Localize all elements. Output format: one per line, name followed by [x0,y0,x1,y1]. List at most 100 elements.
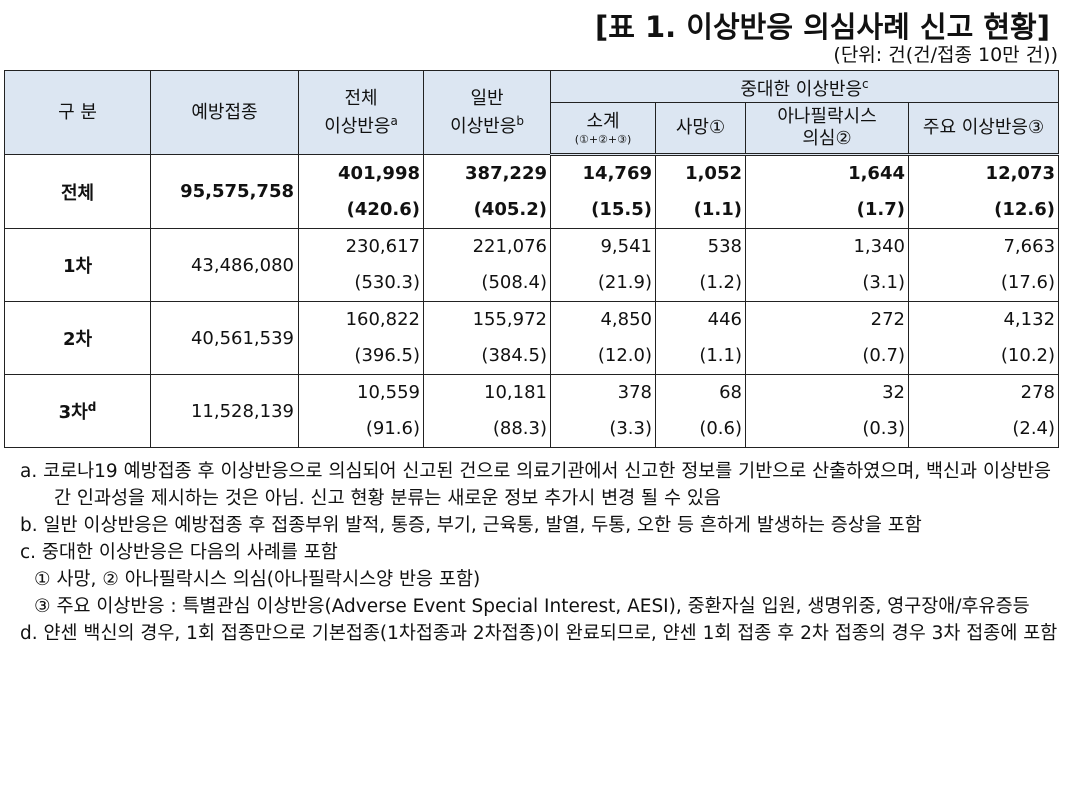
value-cell: 14,769 (15.5) [550,154,656,229]
case-count: 68 [719,382,742,403]
value-cell: 10,181 (88.3) [423,374,551,448]
footnote: ① 사망, ② 아나필락시스 의심(아나필락시스양 반응 포함) [34,569,481,590]
rate-per-100k: (0.3) [862,418,905,439]
data-row: 3차d 11,528,139 10,559 (91.6) 10,181 (88.3) 378… [4,374,1060,448]
report-table: 구 분 예방접종 전체 이상반응a 일반 이상반응b 중대한 이상반응c 소계 (①+②+③) 사… [4,70,1060,448]
case-count: 10,559 [357,382,420,403]
case-count: 7,663 [1003,236,1056,257]
group-header: 중대한 이상반응c [549,70,1060,103]
value-cell: 1,340 (3.1) [745,228,909,302]
header-cell: 주요 이상반응③ [907,102,1060,156]
header-text: 의심② [802,128,852,149]
value-cell: 68 (0.6) [655,374,746,448]
rate-per-100k: (2.4) [1012,418,1056,439]
value-cell: 160,822 (396.5) [298,301,424,375]
row-label-superscript: d [87,400,97,414]
rate-per-100k: (1.2) [699,272,742,293]
data-row: 2차 40,561,539 160,822 (396.5) 155,972 (384.5)… [4,301,1060,375]
rate-per-100k: (91.6) [365,418,420,439]
header-row: 소계 (①+②+③) 사망① 아나필락시스 의심② 주요 이상반응③ [5,102,1060,156]
case-count: 446 [707,309,742,330]
value-cell: 401,998 (420.6) [298,154,424,229]
footnote: d. 얀센 백신의 경우, 1회 접종만으로 기본접종(1차접종과 2차접종)이… [20,623,1058,644]
value-cell: 1,052 (1.1) [655,154,746,229]
case-count: 1,340 [853,236,905,257]
header-subtext: (①+②+③) [574,132,632,146]
value-cell: 538 (1.2) [655,228,746,302]
value-cell: 155,972 (384.5) [423,301,551,375]
vaccinated-count: 43,486,080 [150,228,299,302]
case-count: 1,052 [685,163,742,184]
header-cell: 구 분 [4,70,151,155]
value-cell: 272 (0.7) [745,301,909,375]
header-superscript: c [862,76,869,91]
value-cell: 9,541 (21.9) [550,228,656,302]
rate-per-100k: (384.5) [481,345,547,366]
header-cell: 사망① [655,102,746,156]
header-superscript: b [516,113,524,128]
case-count: 1,644 [848,163,905,184]
row-label-text: 1차 [62,256,93,277]
header-text: 이상반응 [450,115,517,137]
case-count: 4,850 [600,309,652,330]
header-text: 예방접종 [191,101,258,123]
header-text: 구 분 [58,101,97,123]
rate-per-100k: (1.1) [693,199,742,220]
rate-per-100k: (405.2) [473,198,547,220]
case-count: 387,229 [465,162,547,184]
title: [표 1. 이상반응 의심사례 신고 현황] [594,10,1050,44]
rate-per-100k: (12.6) [994,199,1056,220]
case-count: 32 [882,382,905,403]
header-text: 주요 이상반응③ [922,117,1045,138]
vaccinated-count: 40,561,539 [150,301,299,375]
header-cell: 아나필락시스 의심② [745,102,909,156]
value-cell: 10,559 (91.6) [298,374,424,448]
case-count: 160,822 [345,309,420,330]
case-count: 538 [707,236,742,257]
case-count: 272 [870,309,905,330]
rate-per-100k: (12.0) [597,345,652,366]
header-text: 전체 [344,87,378,109]
vaccinated-count: 95,575,758 [150,154,299,229]
header-superscript: a [390,113,398,128]
rate-per-100k: (88.3) [492,418,547,439]
rate-per-100k: (1.7) [856,199,905,220]
footnotes: a. 코로나19 예방접종 후 이상반응으로 의심되어 신고된 건으로 의료기관… [20,458,1060,647]
case-count: 4,132 [1003,309,1056,330]
unit-note: (단위: 건(건/접종 10만 건)) [833,44,1058,66]
rate-per-100k: (420.6) [346,198,420,220]
value-cell: 1,644 (1.7) [745,154,909,229]
value-cell: 378 (3.3) [550,374,656,448]
header-text: 사망① [675,117,726,138]
header-text: 아나필락시스 [777,106,877,127]
row-label: 전체 [4,154,151,229]
case-count: 221,076 [472,236,547,257]
case-count: 14,769 [582,163,652,184]
row-label: 1차 [4,228,151,302]
case-count: 9,541 [600,236,652,257]
rate-per-100k: (396.5) [354,345,420,366]
header-text: 일반 [470,87,504,109]
rate-per-100k: (530.3) [354,272,420,293]
header-cell: 소계 (①+②+③) [550,102,656,156]
value-cell: 387,229 (405.2) [423,154,551,229]
value-cell: 12,073 (12.6) [907,154,1060,229]
footnote: a. 코로나19 예방접종 후 이상반응으로 의심되어 신고된 건으로 의료기관… [20,461,1052,509]
case-count: 378 [617,382,652,403]
case-count: 155,972 [472,309,547,330]
value-cell: 4,850 (12.0) [550,301,656,375]
rate-per-100k: (21.9) [597,272,652,293]
rate-per-100k: (3.3) [609,418,652,439]
rate-per-100k: (10.2) [1000,345,1056,366]
row-label-text: 전체 [60,182,95,204]
header-row: 구 분 예방접종 전체 이상반응a 일반 이상반응b 중대한 이상반응c [4,70,1060,155]
value-cell: 446 (1.1) [655,301,746,375]
row-label: 3차d [4,374,151,448]
row-label-text: 3차 [58,402,88,423]
rate-per-100k: (508.4) [481,272,547,293]
footnote: ③ 주요 이상반응 : 특별관심 이상반응(Adverse Event Spec… [34,596,1030,617]
header-text: 소계 [586,110,620,132]
data-row: 전체 95,575,758 401,998 (420.6) 387,229 (405.2)… [4,154,1060,229]
header-text: 이상반응 [324,115,391,137]
